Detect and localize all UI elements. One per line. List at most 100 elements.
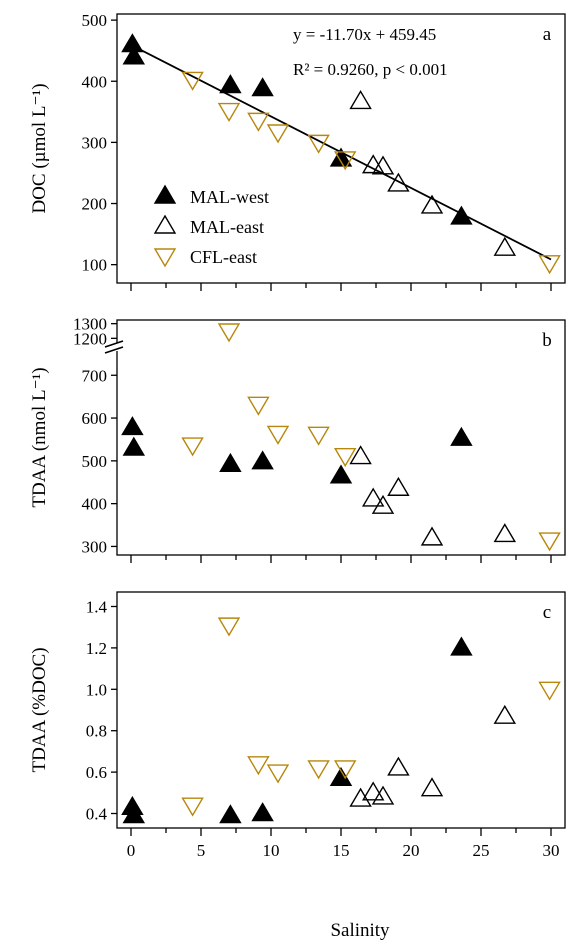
legend-marker-cfl-east [153, 248, 177, 268]
y-tick-label: 400 [82, 72, 108, 91]
data-point-mal-east [420, 194, 444, 214]
data-point-cfl-east [538, 532, 561, 552]
data-point-cfl-east [247, 112, 270, 132]
axis-break-gap [105, 343, 125, 351]
data-point-mal-west [251, 77, 274, 97]
y-tick-label: 0.8 [86, 722, 107, 741]
data-point-mal-east [371, 155, 395, 175]
legend-marker-mal-west [153, 184, 177, 204]
y-tick-label: 1.4 [86, 597, 108, 616]
axis-break-mark [104, 340, 124, 348]
y-tick-label: 1.0 [86, 680, 107, 699]
y-tick-label: 0.6 [86, 763, 107, 782]
y-tick-label: 700 [82, 366, 108, 385]
data-point-cfl-east [181, 71, 204, 91]
data-point-mal-east [493, 704, 517, 724]
data-point-cfl-east [217, 102, 241, 122]
data-point-cfl-east [333, 760, 357, 780]
data-point-cfl-east [247, 756, 270, 776]
x-tick-label: 5 [197, 841, 206, 860]
data-point-mal-west [219, 804, 242, 824]
data-point-mal-east [387, 756, 410, 776]
y-tick-label: 1200 [73, 329, 107, 348]
y-tick-label: 300 [82, 133, 108, 152]
x-tick-label: 25 [473, 841, 490, 860]
data-point-mal-west [219, 74, 242, 94]
data-point-mal-west [219, 452, 242, 472]
data-point-cfl-east [307, 134, 330, 154]
x-tick-label: 30 [543, 841, 560, 860]
panel-c: 0.4 0.6 0.8 1.0 1.2 1.4 0 5 10 15 20 25 30 TDAA (%DOC… [29, 591, 566, 860]
y-tick-label: 400 [82, 495, 108, 514]
data-point-mal-east [349, 787, 372, 807]
data-point-mal-west [121, 416, 144, 436]
y-tick-label: 0.4 [86, 805, 108, 824]
data-point-mal-west [122, 45, 146, 65]
data-point-mal-west [329, 147, 353, 167]
legend-marker-mal-east [153, 214, 177, 234]
panel-label-b: b [542, 330, 552, 351]
data-point-cfl-east [538, 681, 561, 701]
data-point-mal-east [371, 785, 395, 805]
data-point-mal-west [251, 450, 274, 470]
data-point-cfl-east [217, 617, 241, 637]
regression-equation: y = -11.70x + 459.45 [293, 25, 436, 44]
data-point-mal-east [371, 494, 395, 514]
y-axis-label-c: TDAA (%DOC) [29, 647, 50, 772]
data-point-mal-east [387, 476, 410, 496]
y-tick-label: 200 [82, 195, 108, 214]
y-tick-label: 300 [82, 537, 108, 556]
data-point-mal-west [122, 804, 146, 824]
data-point-mal-east [493, 236, 517, 256]
data-point-cfl-east [181, 437, 204, 457]
data-point-mal-east [349, 90, 372, 110]
data-point-mal-west [450, 205, 473, 225]
panel-label-a: a [543, 24, 552, 45]
data-point-cfl-east [266, 764, 290, 784]
y-tick-label: 100 [82, 256, 108, 275]
data-point-mal-east [493, 523, 517, 543]
data-point-mal-east [361, 781, 385, 801]
y-tick-label: 1.2 [86, 639, 107, 658]
data-point-mal-west [450, 426, 473, 446]
y-tick-label: 600 [82, 409, 108, 428]
data-point-mal-east [361, 487, 385, 507]
legend-label-mal-east: MAL-east [190, 217, 264, 237]
x-tick-label: 15 [333, 841, 350, 860]
data-point-mal-east [420, 526, 444, 546]
y-tick-label: 500 [82, 11, 108, 30]
data-point-mal-west [450, 636, 473, 656]
data-point-cfl-east [266, 425, 290, 445]
y-tick-label: 1300 [73, 315, 107, 334]
regression-stats: R² = 0.9260, p < 0.001 [293, 60, 448, 79]
y-tick-label: 500 [82, 452, 108, 471]
data-point-mal-east [420, 777, 444, 797]
legend-label-cfl-east: CFL-east [190, 247, 257, 267]
data-point-cfl-east [307, 760, 330, 780]
x-tick-label: 10 [263, 841, 280, 860]
plot-frame-c [116, 591, 566, 829]
data-point-mal-east [349, 445, 372, 465]
y-axis-label-a: DOC (µmol L⁻¹) [29, 83, 50, 213]
data-point-cfl-east [333, 151, 357, 171]
data-point-mal-west [329, 464, 353, 484]
data-point-cfl-east [266, 124, 290, 144]
data-point-cfl-east [247, 396, 270, 416]
data-point-cfl-east [538, 255, 561, 275]
data-point-mal-west [251, 802, 274, 822]
data-point-mal-west [122, 436, 146, 456]
legend-label-mal-west: MAL-west [190, 187, 269, 207]
data-point-cfl-east [181, 797, 204, 817]
data-point-cfl-east [307, 426, 330, 446]
panel-a: 100 200 300 400 500 DOC (µmol L⁻¹) a y = -11.70… [29, 11, 566, 291]
data-point-cfl-east [333, 448, 357, 468]
axis-break-mark [104, 346, 124, 354]
panel-label-c: c [543, 602, 551, 623]
x-tick-label: 20 [403, 841, 420, 860]
y-axis-label-b: TDAA (nmol L⁻¹) [29, 367, 50, 507]
data-point-mal-east [387, 172, 410, 192]
x-tick-label: 0 [127, 841, 136, 860]
data-point-cfl-east [217, 323, 241, 343]
